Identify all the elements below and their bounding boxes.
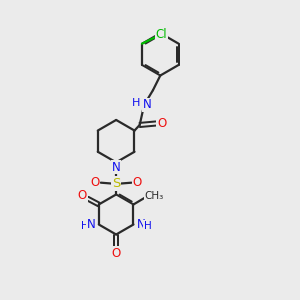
- Text: N: N: [136, 218, 145, 231]
- Text: H: H: [81, 221, 88, 231]
- Text: O: O: [112, 247, 121, 260]
- Text: O: O: [157, 117, 167, 130]
- Text: N: N: [87, 218, 96, 231]
- Text: N: N: [112, 160, 121, 174]
- Text: O: O: [133, 176, 142, 189]
- Text: H: H: [144, 221, 152, 231]
- Text: O: O: [90, 176, 100, 189]
- Text: Cl: Cl: [156, 28, 167, 41]
- Text: S: S: [112, 177, 120, 190]
- Text: H: H: [132, 98, 140, 109]
- Text: CH₃: CH₃: [145, 190, 164, 201]
- Text: O: O: [78, 189, 87, 202]
- Text: N: N: [143, 98, 152, 111]
